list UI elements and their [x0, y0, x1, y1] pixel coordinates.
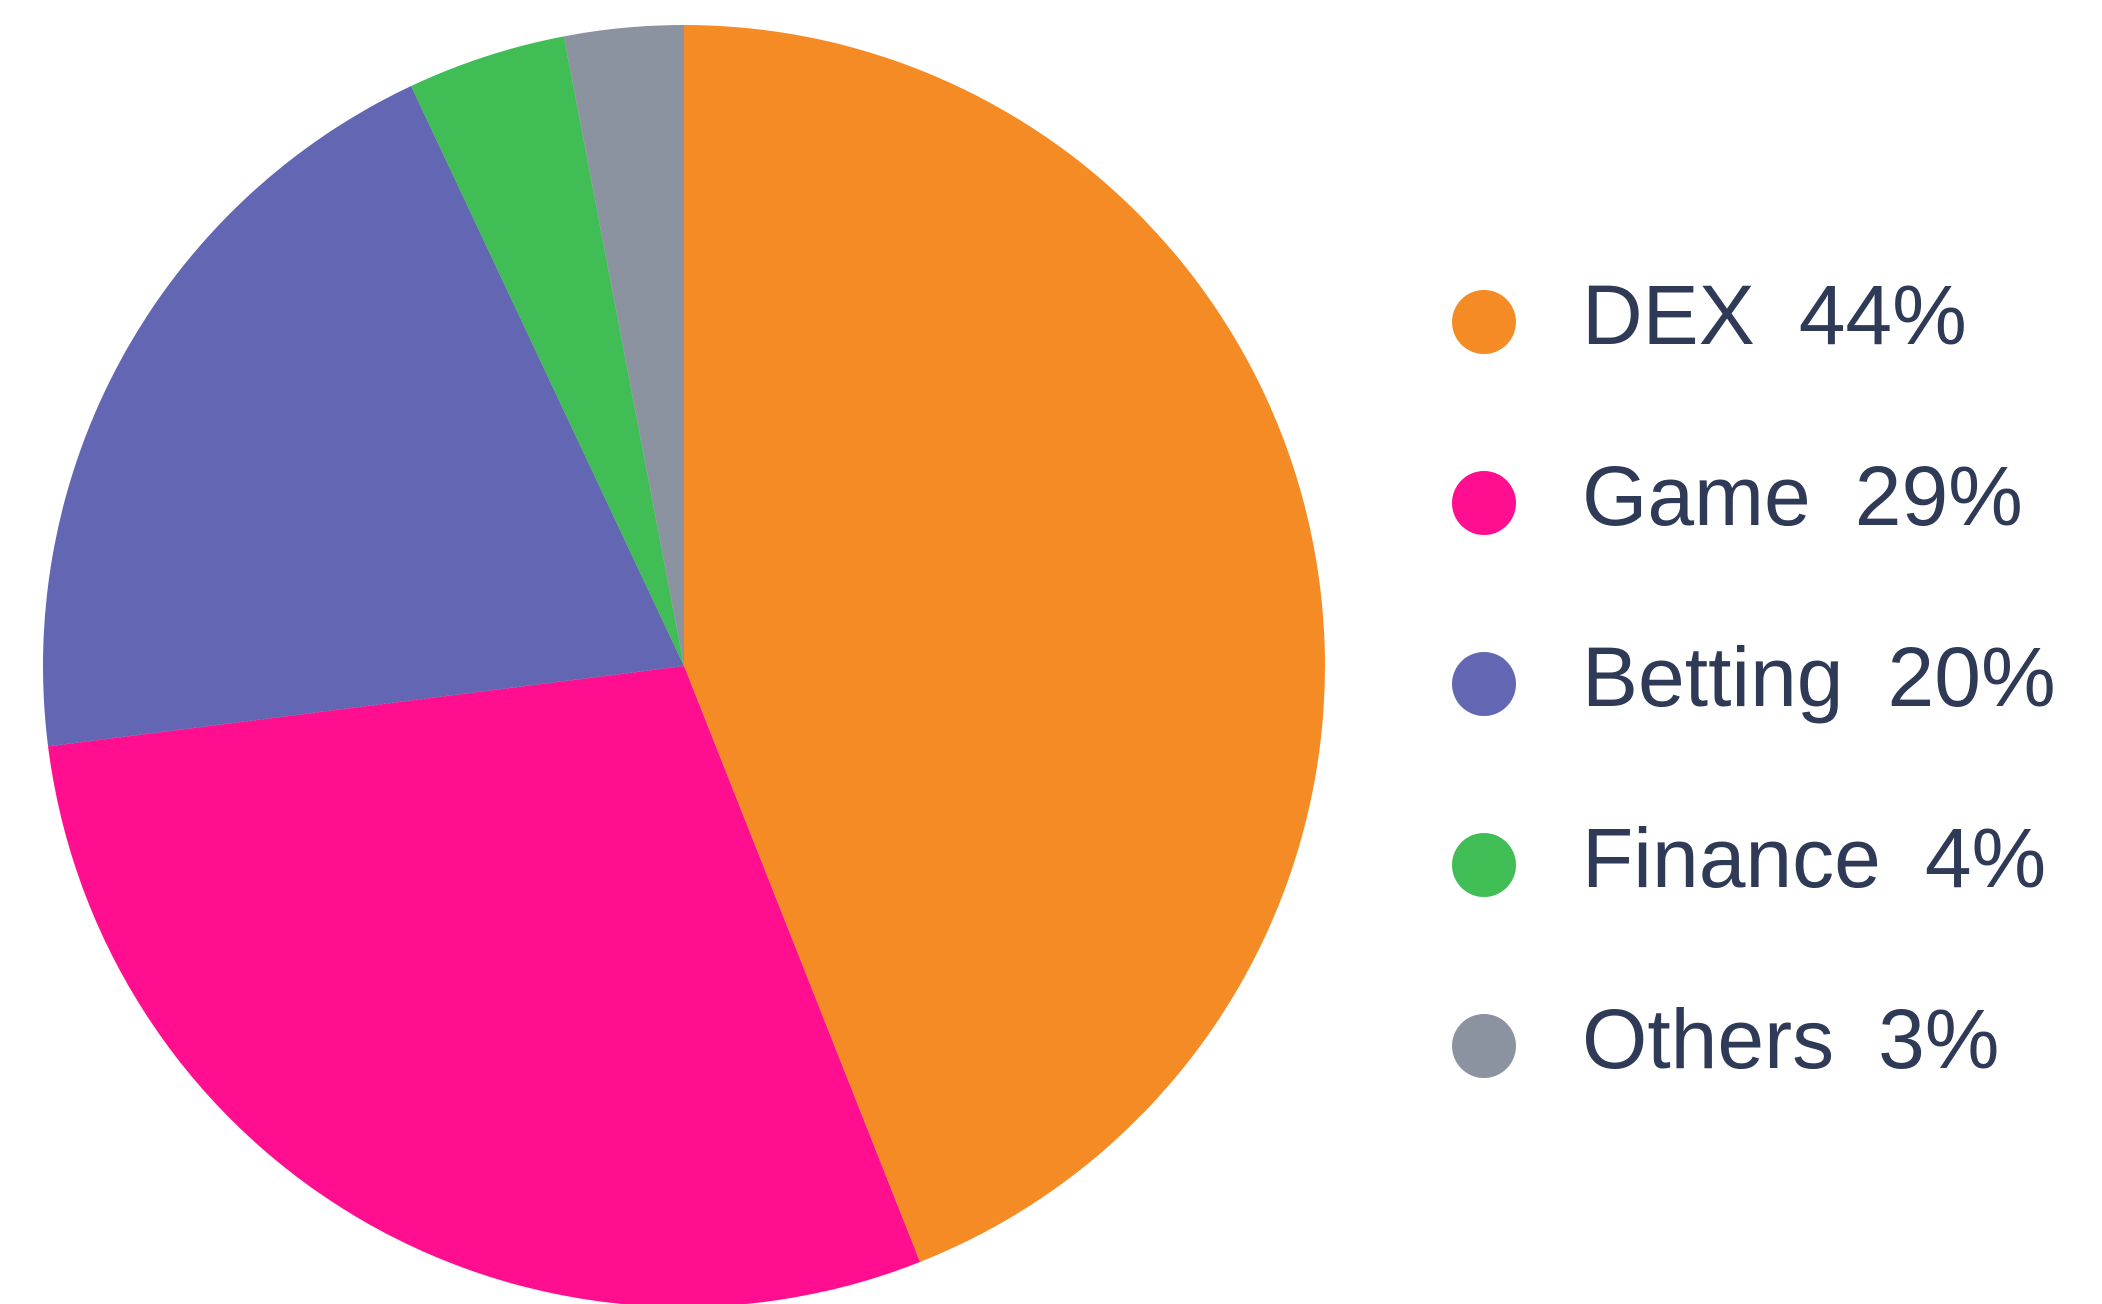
legend-swatch — [1452, 833, 1516, 897]
legend-value: 20% — [1888, 630, 2056, 724]
pie-slice — [563, 25, 684, 666]
legend-value: 29% — [1855, 449, 2023, 543]
pie-slice — [42, 86, 684, 747]
legend-swatch — [1452, 1014, 1516, 1078]
legend-label: Game — [1582, 449, 1811, 543]
legend-value: 3% — [1878, 992, 1999, 1086]
pie-slice — [411, 36, 684, 666]
legend-label: DEX — [1582, 268, 1755, 362]
legend-label: Finance — [1582, 811, 1881, 905]
legend-swatch — [1452, 652, 1516, 716]
legend-label: Betting — [1582, 630, 1844, 724]
legend-label: Others — [1582, 992, 1834, 1086]
pie-slice — [684, 25, 1325, 1262]
legend-value: 44% — [1799, 268, 1967, 362]
legend-value: 4% — [1925, 811, 2046, 905]
legend-swatch — [1452, 471, 1516, 535]
pie-slice — [48, 666, 920, 1304]
legend-swatch — [1452, 290, 1516, 354]
